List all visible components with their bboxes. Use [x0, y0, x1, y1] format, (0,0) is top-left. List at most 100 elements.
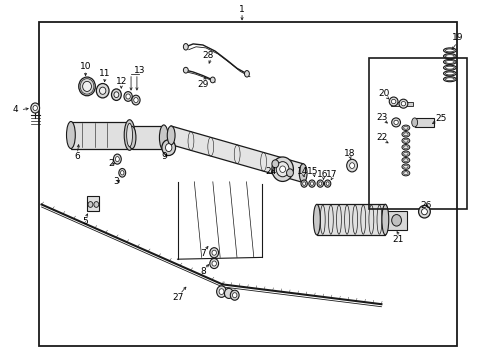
Ellipse shape	[82, 81, 91, 91]
Ellipse shape	[381, 204, 388, 235]
Ellipse shape	[88, 202, 93, 207]
Text: 23: 23	[376, 112, 387, 122]
Bar	[368, 58, 466, 209]
Text: 16: 16	[316, 170, 328, 179]
Text: 5: 5	[82, 217, 88, 226]
Ellipse shape	[279, 166, 285, 172]
Ellipse shape	[114, 92, 119, 98]
Bar	[390, 102, 412, 106]
Ellipse shape	[401, 164, 409, 169]
Ellipse shape	[132, 95, 140, 105]
Ellipse shape	[212, 261, 216, 266]
Text: 4: 4	[13, 105, 19, 114]
Text: 25: 25	[434, 114, 446, 122]
Ellipse shape	[124, 92, 132, 102]
Bar	[39, 22, 456, 346]
Ellipse shape	[119, 168, 125, 177]
Bar	[132, 126, 163, 149]
Ellipse shape	[209, 258, 218, 269]
Ellipse shape	[33, 105, 37, 111]
Ellipse shape	[94, 202, 99, 207]
Ellipse shape	[401, 132, 409, 137]
Text: 6: 6	[74, 152, 80, 161]
Ellipse shape	[115, 157, 119, 162]
Text: 1: 1	[239, 5, 244, 14]
Ellipse shape	[403, 159, 407, 162]
Ellipse shape	[391, 99, 395, 104]
Text: 19: 19	[450, 33, 462, 42]
Ellipse shape	[445, 66, 453, 69]
Ellipse shape	[445, 72, 453, 75]
Ellipse shape	[346, 159, 357, 172]
Ellipse shape	[403, 139, 407, 142]
Text: 28: 28	[202, 51, 213, 60]
Text: 17: 17	[325, 170, 337, 179]
Ellipse shape	[111, 89, 121, 100]
Text: 2: 2	[108, 159, 114, 168]
Text: 15: 15	[306, 166, 318, 176]
Ellipse shape	[443, 65, 455, 70]
Text: 20: 20	[377, 89, 389, 98]
Ellipse shape	[232, 293, 236, 298]
Ellipse shape	[124, 120, 135, 150]
Ellipse shape	[271, 160, 278, 168]
Ellipse shape	[230, 290, 239, 300]
Ellipse shape	[308, 180, 314, 187]
Ellipse shape	[113, 154, 121, 164]
Text: 22: 22	[376, 133, 387, 142]
Ellipse shape	[100, 87, 105, 94]
Ellipse shape	[210, 77, 215, 83]
Ellipse shape	[445, 55, 453, 58]
Text: 21: 21	[392, 235, 404, 244]
Text: 13: 13	[133, 66, 145, 75]
Ellipse shape	[418, 205, 429, 218]
Ellipse shape	[162, 140, 175, 156]
Bar	[87, 196, 99, 211]
Ellipse shape	[212, 250, 216, 255]
Ellipse shape	[79, 77, 95, 96]
Ellipse shape	[300, 180, 306, 187]
Ellipse shape	[31, 103, 40, 113]
Text: 18: 18	[343, 149, 355, 158]
Ellipse shape	[445, 78, 453, 81]
Ellipse shape	[398, 99, 407, 108]
Text: 3: 3	[113, 177, 119, 186]
Ellipse shape	[403, 172, 407, 175]
Bar	[316, 204, 385, 235]
Ellipse shape	[388, 97, 397, 106]
Ellipse shape	[66, 122, 75, 149]
Ellipse shape	[401, 138, 409, 144]
Ellipse shape	[391, 215, 401, 226]
Ellipse shape	[403, 146, 407, 149]
Ellipse shape	[403, 133, 407, 136]
Text: 26: 26	[420, 202, 431, 210]
Ellipse shape	[286, 169, 293, 177]
Ellipse shape	[96, 84, 109, 98]
Ellipse shape	[393, 120, 397, 125]
Ellipse shape	[126, 94, 130, 99]
Ellipse shape	[316, 180, 323, 187]
Ellipse shape	[310, 182, 313, 185]
Ellipse shape	[128, 126, 136, 149]
Ellipse shape	[325, 182, 328, 185]
Text: 7: 7	[200, 249, 205, 258]
Polygon shape	[171, 126, 303, 183]
Ellipse shape	[126, 123, 132, 147]
Ellipse shape	[443, 77, 455, 82]
Ellipse shape	[443, 59, 455, 64]
Ellipse shape	[324, 180, 330, 187]
Ellipse shape	[445, 49, 453, 52]
Ellipse shape	[167, 126, 175, 145]
Ellipse shape	[216, 286, 226, 297]
Bar	[71, 122, 129, 149]
Ellipse shape	[244, 71, 249, 77]
Ellipse shape	[313, 204, 320, 235]
Ellipse shape	[134, 98, 138, 103]
Text: 10: 10	[80, 62, 91, 71]
Ellipse shape	[443, 54, 455, 59]
Ellipse shape	[183, 67, 188, 73]
Ellipse shape	[443, 71, 455, 76]
Ellipse shape	[401, 145, 409, 150]
Ellipse shape	[401, 158, 409, 163]
Text: 29: 29	[197, 80, 208, 89]
